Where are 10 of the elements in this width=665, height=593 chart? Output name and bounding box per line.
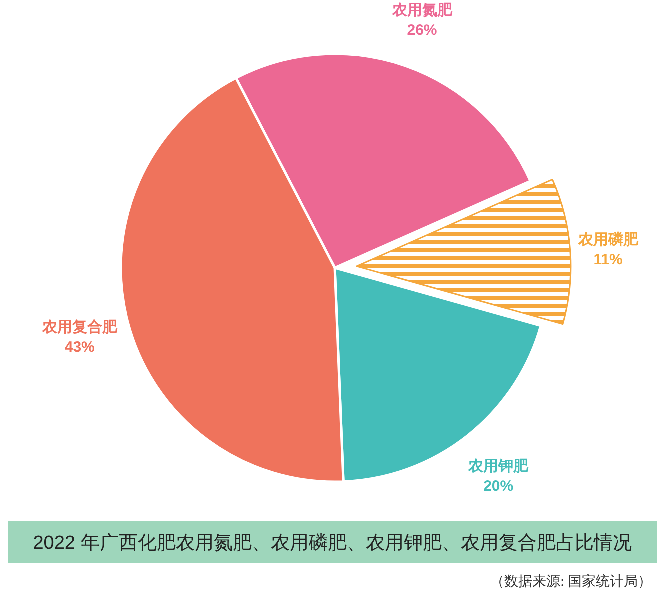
slice-label: 农用氮肥: [391, 2, 454, 19]
data-label: 20%: [484, 478, 514, 496]
data-label: 43%: [64, 338, 95, 356]
text: （数据来源: 国家统计局）: [490, 574, 652, 590]
text: 2022 年广西化肥农用氮肥、农用磷肥、农用钾肥、农用复合肥占比情况: [33, 532, 632, 554]
slice-label: 农用钾肥: [468, 458, 530, 476]
slice-label: 农用复合肥: [41, 318, 118, 336]
data-label: 26%: [407, 22, 438, 39]
slice-label: 农用磷肥: [577, 231, 640, 248]
data-label: 11%: [594, 251, 623, 268]
